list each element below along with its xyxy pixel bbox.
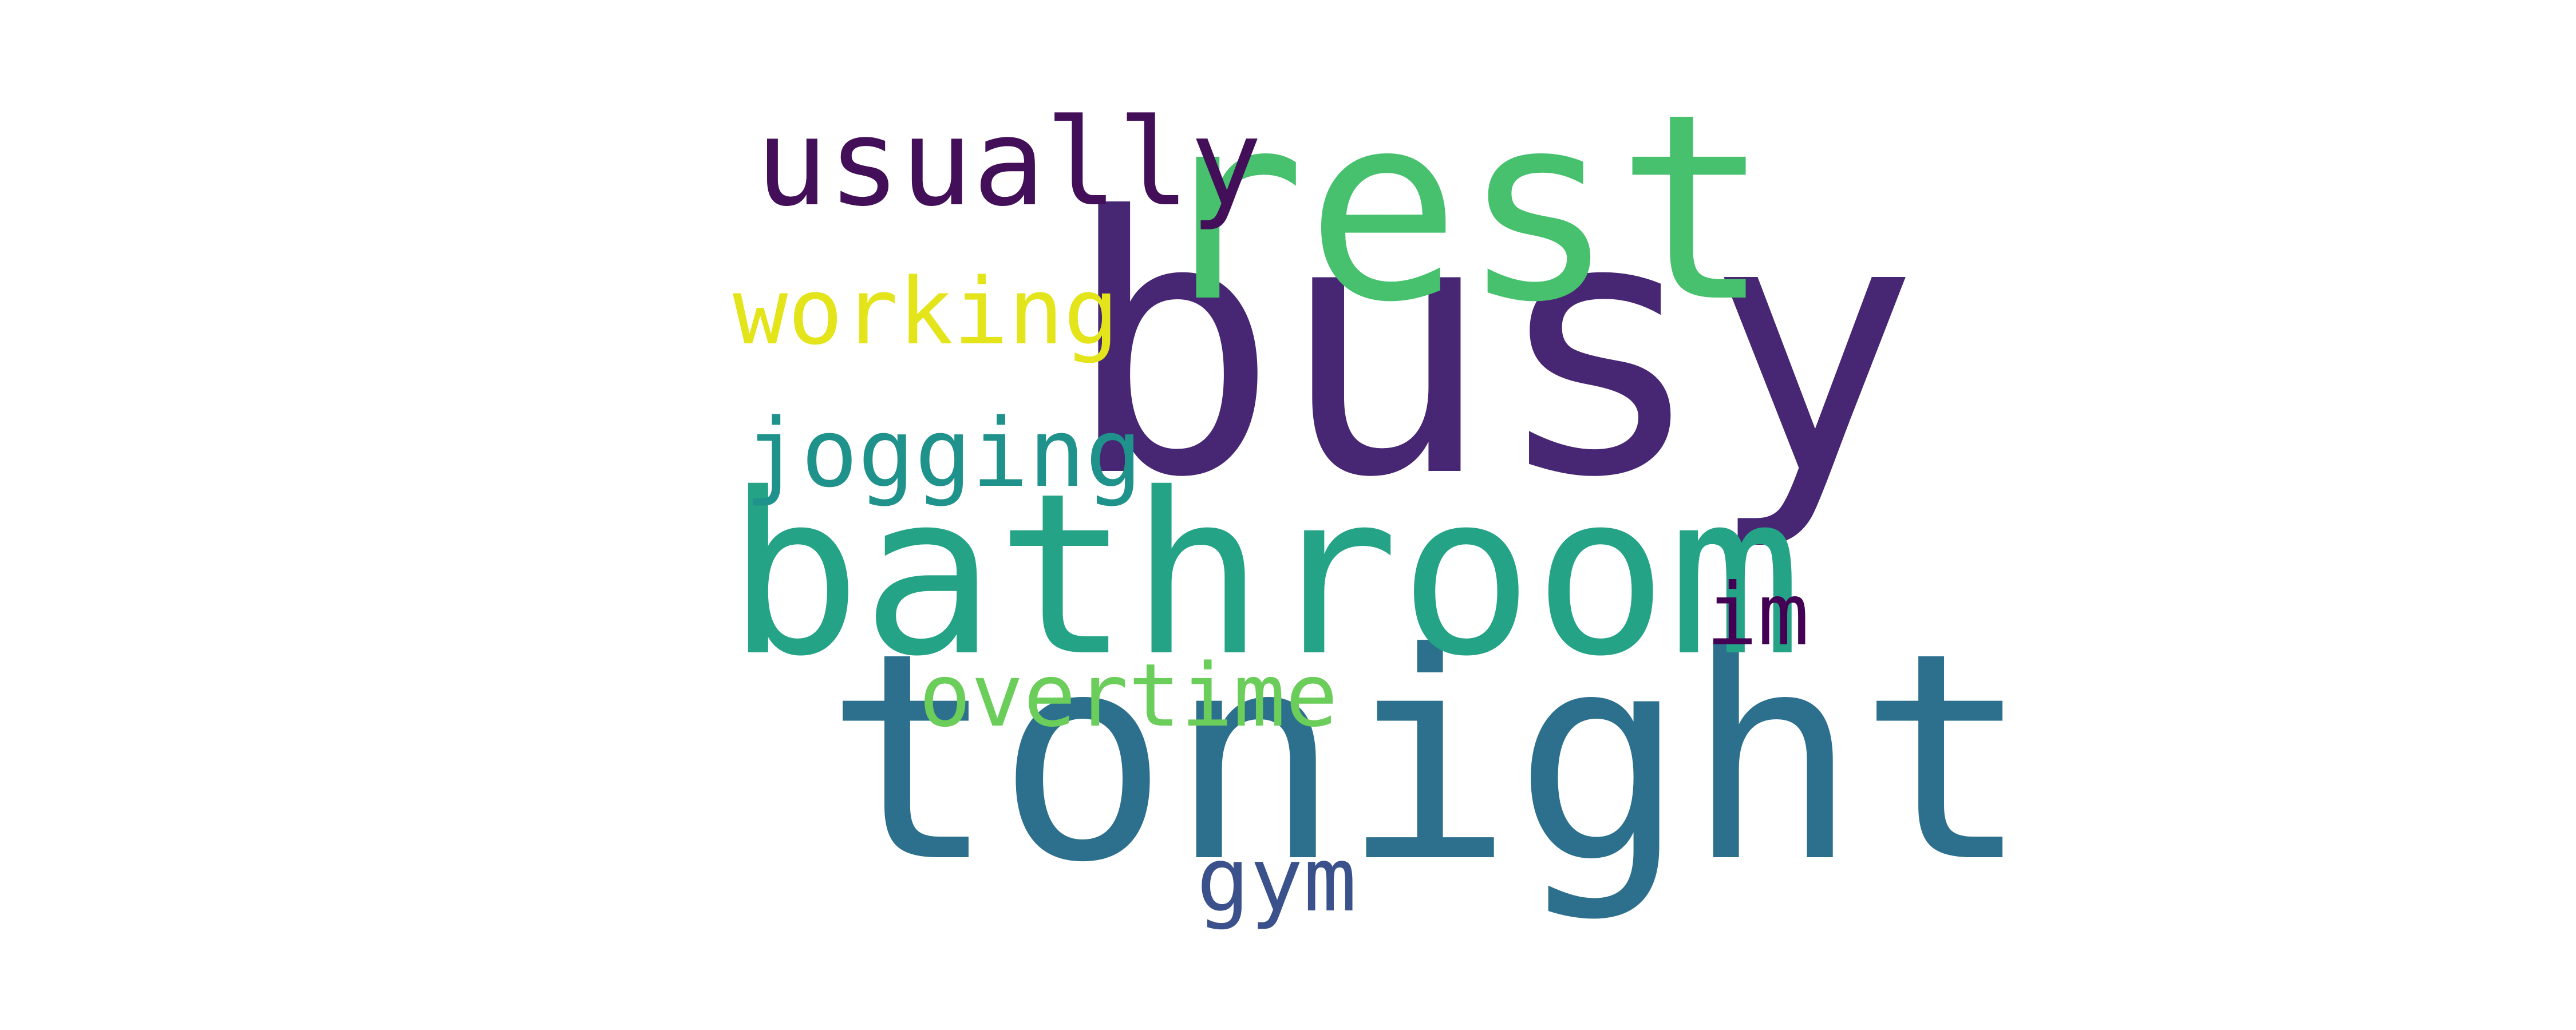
word-bathroom: bathroom	[727, 445, 1803, 705]
word-overtime: overtime	[919, 645, 1338, 746]
word-rest: rest	[1151, 59, 1771, 359]
word-busy: busy	[1065, 142, 1920, 555]
word-working: working	[733, 258, 1119, 365]
word-im: im	[1706, 565, 1809, 665]
word-gym: gym	[1196, 828, 1357, 932]
word-usually: usually	[756, 93, 1263, 233]
word-jogging: jogging	[744, 398, 1143, 508]
word-tonight: tonight	[824, 592, 2031, 925]
